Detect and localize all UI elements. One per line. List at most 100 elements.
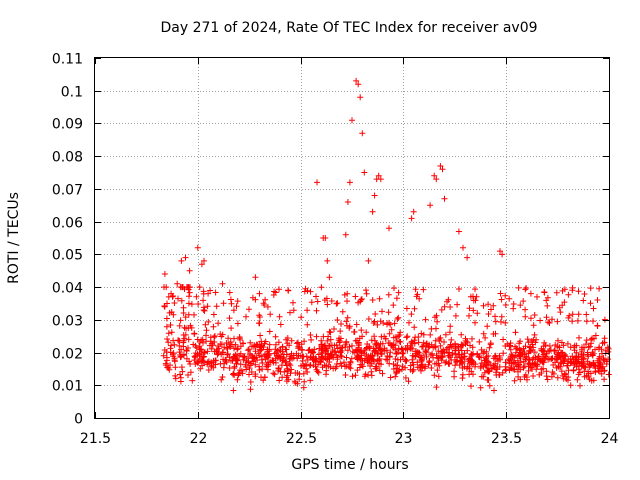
data-point bbox=[581, 373, 588, 380]
data-point bbox=[325, 333, 332, 340]
data-point bbox=[185, 372, 191, 378]
data-point bbox=[185, 284, 191, 291]
data-point bbox=[304, 369, 311, 375]
data-point bbox=[408, 339, 415, 346]
data-point bbox=[377, 318, 384, 325]
data-point bbox=[520, 298, 527, 305]
data-point bbox=[385, 291, 392, 298]
data-point bbox=[510, 305, 517, 312]
data-point bbox=[207, 338, 214, 345]
data-point bbox=[605, 371, 612, 378]
data-point bbox=[335, 337, 342, 344]
data-point bbox=[581, 344, 587, 351]
data-point bbox=[385, 309, 392, 316]
data-point bbox=[601, 335, 608, 342]
data-point bbox=[197, 365, 204, 372]
data-point bbox=[393, 350, 400, 357]
data-point bbox=[418, 330, 425, 337]
data-point bbox=[556, 304, 563, 311]
data-point bbox=[545, 319, 552, 326]
data-point bbox=[358, 361, 365, 368]
data-point bbox=[466, 305, 473, 312]
data-point bbox=[394, 362, 401, 369]
data-point bbox=[264, 366, 271, 373]
data-point bbox=[208, 345, 215, 352]
data-point bbox=[304, 357, 311, 363]
data-point bbox=[497, 356, 503, 363]
data-point bbox=[434, 354, 441, 361]
data-point bbox=[301, 378, 308, 385]
data-point bbox=[199, 357, 206, 364]
data-point bbox=[193, 293, 200, 300]
data-point bbox=[206, 342, 213, 349]
data-point bbox=[178, 297, 185, 304]
data-point bbox=[349, 373, 356, 380]
data-point bbox=[601, 367, 608, 374]
data-point bbox=[252, 348, 259, 355]
data-point bbox=[590, 305, 597, 312]
data-point bbox=[261, 340, 268, 347]
data-point bbox=[539, 348, 546, 355]
data-point bbox=[272, 346, 279, 353]
data-point bbox=[288, 337, 295, 344]
data-point bbox=[478, 354, 485, 361]
data-point bbox=[563, 373, 570, 380]
data-point bbox=[164, 336, 171, 342]
data-point bbox=[592, 346, 598, 353]
data-point bbox=[484, 358, 491, 365]
data-point bbox=[452, 340, 459, 347]
data-point bbox=[177, 317, 184, 324]
data-point bbox=[596, 344, 603, 351]
data-point bbox=[286, 360, 293, 367]
data-point bbox=[451, 368, 458, 375]
data-point bbox=[259, 360, 266, 366]
data-point bbox=[212, 289, 219, 296]
data-point bbox=[250, 354, 257, 361]
data-point bbox=[318, 341, 325, 348]
data-point bbox=[386, 330, 393, 337]
data-point bbox=[523, 374, 530, 381]
data-point bbox=[569, 318, 576, 325]
data-point bbox=[375, 172, 382, 179]
data-point bbox=[464, 347, 471, 354]
data-point bbox=[396, 332, 403, 338]
data-point bbox=[469, 335, 475, 342]
data-point bbox=[487, 340, 494, 347]
data-point bbox=[391, 320, 398, 327]
data-point bbox=[366, 344, 372, 351]
data-point bbox=[257, 347, 264, 354]
data-point bbox=[457, 343, 464, 350]
data-point bbox=[437, 163, 444, 169]
data-point bbox=[367, 363, 374, 369]
data-point bbox=[478, 360, 485, 367]
data-point bbox=[286, 342, 293, 349]
data-point bbox=[415, 339, 422, 346]
data-point bbox=[573, 349, 580, 356]
data-point bbox=[237, 350, 244, 357]
data-point bbox=[178, 364, 185, 371]
data-point bbox=[168, 329, 175, 336]
data-point bbox=[277, 321, 284, 328]
data-point bbox=[431, 372, 438, 379]
data-point bbox=[377, 346, 384, 353]
data-point bbox=[307, 288, 314, 295]
y-tick-label: 0.07 bbox=[52, 183, 83, 199]
data-point bbox=[358, 327, 365, 334]
data-point bbox=[210, 311, 217, 318]
data-point bbox=[327, 329, 334, 336]
data-point bbox=[333, 352, 340, 358]
data-point bbox=[408, 311, 415, 318]
data-point bbox=[226, 315, 233, 322]
data-point bbox=[293, 340, 300, 347]
data-point bbox=[205, 367, 212, 373]
data-point bbox=[267, 311, 274, 318]
data-point bbox=[554, 374, 561, 381]
data-point bbox=[187, 361, 194, 367]
data-point bbox=[235, 371, 242, 377]
y-tick-label: 0.06 bbox=[52, 216, 83, 232]
data-point bbox=[491, 387, 497, 394]
y-tick-label: 0.09 bbox=[52, 117, 83, 133]
data-point bbox=[497, 248, 503, 255]
data-point bbox=[252, 274, 259, 281]
data-point bbox=[354, 352, 361, 359]
